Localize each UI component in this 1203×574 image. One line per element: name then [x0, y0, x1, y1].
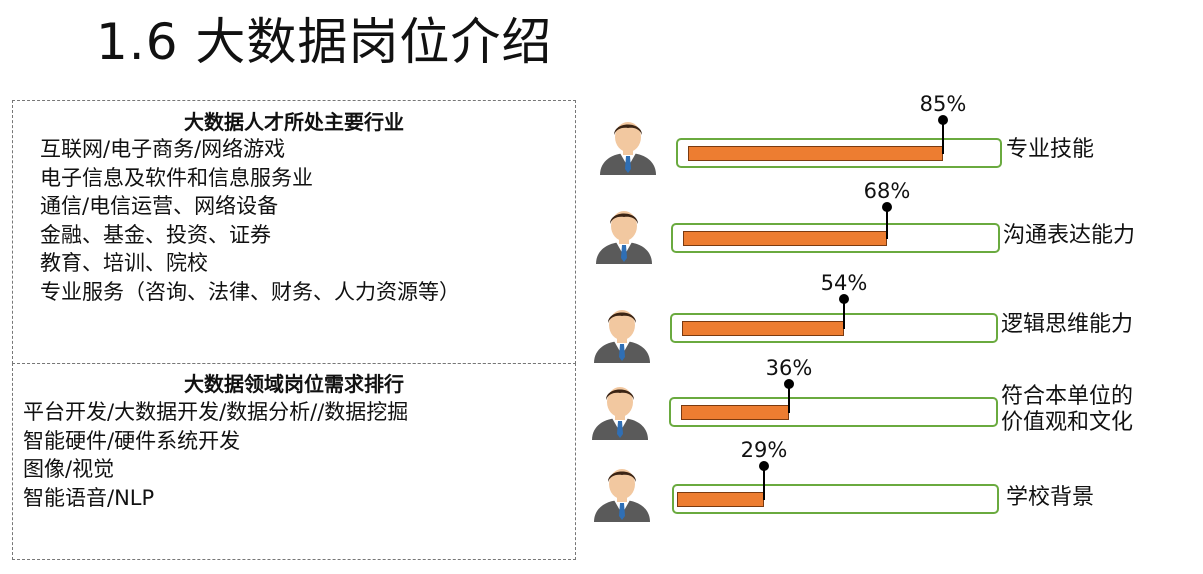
- skill-bar-fill: [681, 405, 789, 420]
- positions-panel: 大数据领域岗位需求排行 平台开发/大数据开发/数据分析//数据挖掘 智能硬件/硬…: [12, 363, 576, 560]
- skill-bar-fill: [682, 321, 844, 336]
- person-icon: [588, 382, 652, 440]
- percent-label: 68%: [863, 179, 911, 203]
- value-pin-dot: [759, 461, 769, 471]
- value-pin: [886, 207, 888, 239]
- person-icon: [590, 305, 654, 363]
- skill-label: 专业技能: [1006, 137, 1094, 163]
- value-pin: [843, 299, 845, 329]
- value-pin: [788, 384, 790, 413]
- skill-bar-fill: [677, 492, 764, 507]
- skill-label: 符合本单位的 价值观和文化: [1001, 384, 1133, 436]
- value-pin: [763, 466, 765, 500]
- positions-list: 平台开发/大数据开发/数据分析//数据挖掘 智能硬件/硬件系统开发 图像/视觉 …: [23, 398, 408, 512]
- list-item: 图像/视觉: [23, 457, 115, 481]
- skill-label-line: 沟通表达能力: [1003, 223, 1136, 248]
- skill-label-line: 专业技能: [1006, 137, 1095, 162]
- value-pin-dot: [938, 115, 948, 125]
- value-pin-dot: [839, 294, 849, 304]
- page-title: 1.6 大数据岗位介绍: [96, 13, 553, 71]
- skill-bar-fill: [683, 231, 887, 246]
- list-item: 电子信息及软件和信息服务业: [40, 165, 313, 190]
- skill-label-line: 符合本单位的: [1001, 384, 1134, 409]
- list-item: 智能语音/NLP: [23, 485, 155, 510]
- list-item: 平台开发/大数据开发/数据分析//数据挖掘: [23, 400, 409, 424]
- skill-label: 学校背景: [1006, 485, 1094, 511]
- list-item: 通信/电信运营、网络设备: [40, 194, 279, 218]
- skill-label: 逻辑思维能力: [1001, 312, 1133, 338]
- industries-list: 互联网/电子商务/网络游戏 电子信息及软件和信息服务业 通信/电信运营、网络设备…: [40, 135, 460, 306]
- list-item: 专业服务（咨询、法律、财务、人力资源等）: [40, 279, 460, 304]
- skill-label-line: 价值观和文化: [1001, 410, 1134, 435]
- list-item: 教育、培训、院校: [40, 251, 208, 275]
- value-pin-dot: [784, 379, 794, 389]
- value-pin: [942, 120, 944, 154]
- industries-heading: 大数据人才所处主要行业: [184, 110, 404, 134]
- list-item: 智能硬件/硬件系统开发: [23, 428, 241, 453]
- list-item: 互联网/电子商务/网络游戏: [40, 137, 286, 161]
- skill-label: 沟通表达能力: [1003, 223, 1135, 249]
- percent-label: 29%: [740, 438, 788, 462]
- industries-panel: 大数据人才所处主要行业 互联网/电子商务/网络游戏 电子信息及软件和信息服务业 …: [12, 100, 576, 364]
- skill-bar-track: [669, 397, 998, 427]
- person-icon: [590, 464, 654, 522]
- percent-label: 85%: [919, 92, 967, 116]
- skill-label-line: 逻辑思维能力: [1001, 312, 1134, 337]
- person-icon: [592, 206, 656, 264]
- percent-label: 54%: [820, 271, 868, 295]
- skill-bar-fill: [688, 146, 943, 161]
- person-icon: [596, 117, 660, 175]
- skill-label-line: 学校背景: [1006, 485, 1095, 510]
- percent-label: 36%: [765, 356, 813, 380]
- positions-heading: 大数据领域岗位需求排行: [184, 372, 404, 396]
- value-pin-dot: [882, 202, 892, 212]
- list-item: 金融、基金、投资、证券: [40, 222, 271, 247]
